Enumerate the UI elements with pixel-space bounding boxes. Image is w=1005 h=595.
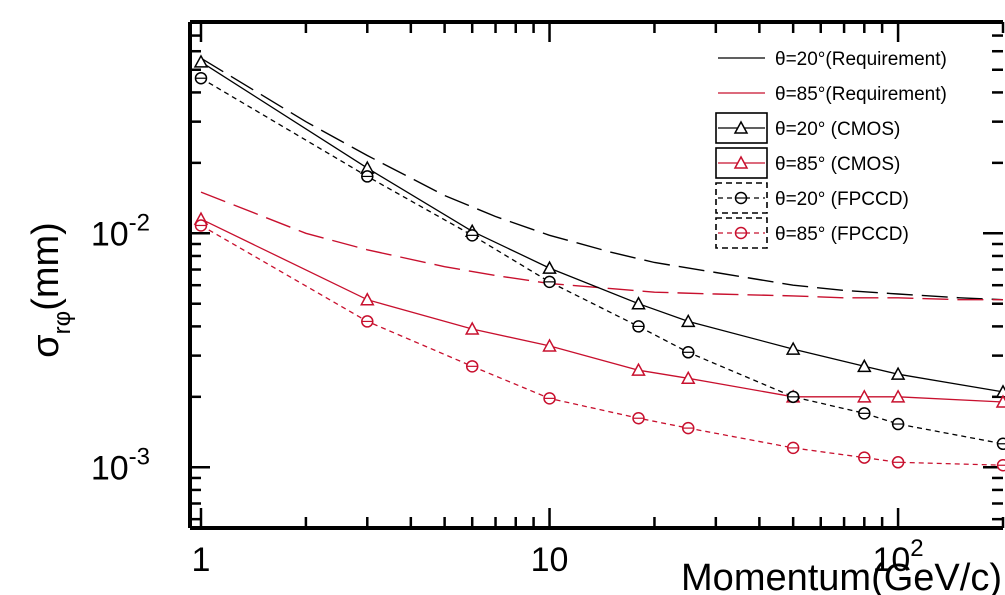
series-5 <box>194 71 1005 451</box>
axis-ticks <box>190 20 1005 528</box>
series-line <box>200 191 1003 301</box>
data-point <box>631 362 646 376</box>
data-point <box>465 360 479 373</box>
tick-labels: 1 10 102 10-3 10-2 <box>91 209 924 579</box>
data-point <box>542 338 557 352</box>
legend-label: θ=85° (FPCCD) <box>775 224 909 245</box>
y-tick-label: 10-3 <box>91 443 150 487</box>
legend-label: θ=20°(Requirement) <box>775 49 947 70</box>
series-line <box>200 77 1004 445</box>
legend-item-1: θ=20°(Requirement) <box>718 49 947 70</box>
legend-item-5: θ=20° (FPCCD) <box>715 182 909 214</box>
data-point <box>193 54 209 68</box>
y-axis-title-unit: (mm) <box>25 222 67 311</box>
data-point <box>858 407 871 420</box>
data-point <box>857 358 872 373</box>
legend-item-2: θ=85°(Requirement) <box>718 84 947 105</box>
data-point <box>891 456 905 469</box>
data-point <box>361 315 374 328</box>
series-line <box>200 61 1004 393</box>
series-2 <box>200 191 1003 301</box>
y-axis-title: σrφ(mm) <box>25 222 76 358</box>
y-tick-label: 10-2 <box>91 209 150 253</box>
x-tick-label: 1 <box>192 541 211 579</box>
legend-label: θ=85° (CMOS) <box>775 154 900 175</box>
data-point <box>995 394 1005 408</box>
x-tick-label: 10 <box>531 541 569 579</box>
data-point <box>891 417 905 431</box>
data-point <box>543 275 556 289</box>
data-point <box>996 437 1005 451</box>
x-axis-title: Momentum(GeV/c) <box>681 557 1002 595</box>
data-point <box>681 346 695 359</box>
legend-label: θ=85°(Requirement) <box>775 84 947 105</box>
svg-text:σrφ(mm): σrφ(mm) <box>25 222 76 358</box>
legend-item-6: θ=85° (FPCCD) <box>715 217 909 249</box>
data-point <box>631 296 646 310</box>
series-layer <box>193 54 1005 472</box>
plot-frame <box>188 20 1003 530</box>
legend-marker <box>733 120 749 134</box>
legend-label: θ=20° (FPCCD) <box>775 189 909 210</box>
legend-marker <box>734 191 748 205</box>
data-point <box>680 313 696 328</box>
x-tick-label: 102 <box>872 535 923 579</box>
data-point <box>857 389 872 403</box>
legend-item-4: θ=85° (CMOS) <box>715 147 900 179</box>
series-line <box>200 224 1004 466</box>
data-point <box>680 370 696 385</box>
data-point <box>632 320 645 333</box>
legend: θ=20°(Requirement) θ=85°(Requirement) θ=20… <box>715 49 947 249</box>
data-point <box>360 292 375 306</box>
series-6 <box>194 219 1005 472</box>
data-point <box>890 366 906 380</box>
y-axis-title-main: σ <box>25 334 67 357</box>
data-point <box>632 411 645 425</box>
legend-marker <box>733 155 749 169</box>
data-point <box>465 229 479 242</box>
data-point <box>890 389 906 403</box>
data-point <box>786 441 800 455</box>
legend-label: θ=20° (CMOS) <box>775 119 900 140</box>
data-point <box>543 392 556 405</box>
series-line <box>200 218 1004 403</box>
data-point <box>464 321 480 335</box>
series-line <box>200 57 1004 301</box>
series-1 <box>200 57 1004 301</box>
legend-marker <box>734 226 748 240</box>
y-axis-title-sub: rφ <box>49 311 76 335</box>
legend-item-3: θ=20° (CMOS) <box>715 112 900 144</box>
data-point <box>194 219 208 232</box>
data-point <box>681 421 695 435</box>
data-point <box>361 170 374 183</box>
data-point <box>786 390 800 404</box>
data-point <box>858 451 871 464</box>
data-point <box>785 341 801 355</box>
data-point <box>996 458 1005 472</box>
data-point <box>194 71 208 85</box>
data-point <box>542 260 557 274</box>
